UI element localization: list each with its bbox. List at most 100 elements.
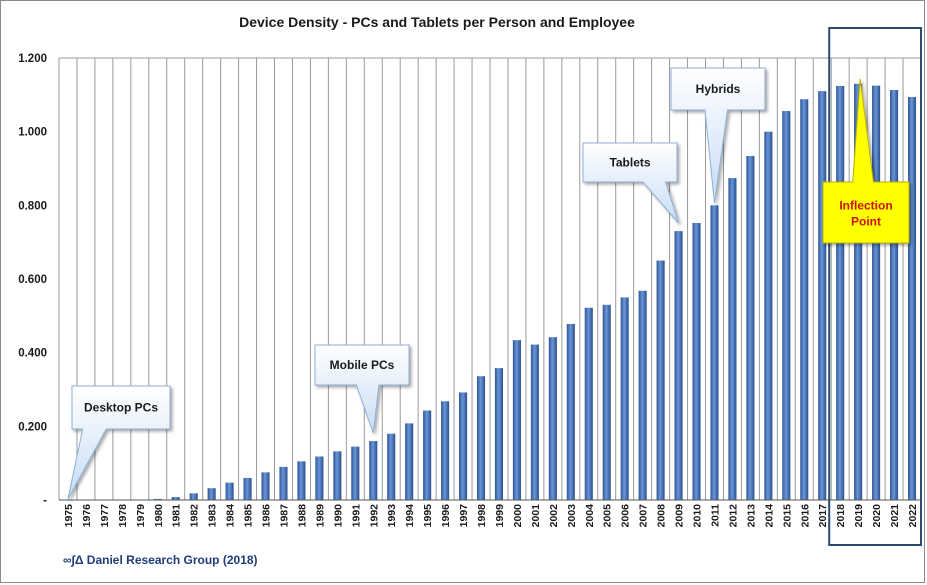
x-tick-label: 1989 <box>314 504 326 528</box>
x-tick-label: 2016 <box>799 504 811 528</box>
bar-1999 <box>494 368 504 500</box>
bars <box>153 83 917 501</box>
y-tick-label: 0.200 <box>18 421 47 433</box>
bar-2007 <box>638 290 647 500</box>
x-tick-label: 2018 <box>835 504 847 528</box>
bar-2019 <box>854 83 863 501</box>
bar-2000 <box>512 340 521 500</box>
x-tick-label: 1976 <box>81 504 93 528</box>
y-tick-label: 0.600 <box>18 274 47 286</box>
x-tick-label: 2022 <box>907 504 919 528</box>
x-tick-label: 1995 <box>422 504 434 528</box>
x-tick-label: 1982 <box>189 504 201 528</box>
x-tick-label: 1980 <box>153 504 165 528</box>
source-credit: ∞∫Δ Daniel Research Group (2018) <box>63 553 258 567</box>
callout-shape <box>314 344 410 434</box>
bar-2011 <box>710 205 719 501</box>
callout-label: Mobile PCs <box>330 358 395 372</box>
bar-1986 <box>261 472 270 500</box>
x-axis-ticks: 1975 1976 1977 1978 1979 1980 1981 1982 1983 1984… <box>63 504 919 528</box>
bar-1987 <box>279 466 288 500</box>
bar-1982 <box>189 493 198 500</box>
callout-label: Tablets <box>609 156 650 170</box>
y-tick-label: 1.000 <box>18 127 47 139</box>
bar-2018 <box>836 85 845 500</box>
bar-1998 <box>476 376 486 500</box>
x-tick-label: 1992 <box>368 504 380 528</box>
bar-1991 <box>351 446 360 500</box>
x-tick-label: 2011 <box>709 504 721 527</box>
x-tick-label: 1981 <box>171 504 183 528</box>
callout-inflection-point: Inflection Point <box>839 199 892 229</box>
bar-2015 <box>782 111 791 500</box>
bar-1985 <box>243 477 252 500</box>
y-tick-label: 0.800 <box>18 200 47 212</box>
x-tick-label: 2000 <box>512 504 524 528</box>
bar-1989 <box>315 456 324 500</box>
x-tick-label: 2002 <box>548 504 560 528</box>
x-tick-label: 1986 <box>261 504 273 528</box>
chart-title: Device Density - PCs and Tablets per Per… <box>239 14 635 30</box>
x-tick-label: 1985 <box>243 504 255 528</box>
bar-2017 <box>818 91 827 501</box>
bar-2022 <box>907 97 917 500</box>
x-tick-label: 2003 <box>566 504 578 528</box>
x-tick-label: 2019 <box>853 504 865 528</box>
bar-2001 <box>530 344 539 500</box>
x-tick-label: 1993 <box>386 504 398 528</box>
bar-1992 <box>369 441 378 500</box>
x-tick-label: 2014 <box>763 504 775 528</box>
bar-1988 <box>297 461 306 500</box>
bar-2008 <box>656 260 665 500</box>
x-tick-label: 2021 <box>889 504 901 528</box>
y-axis-ticks: - 0.200 0.400 0.600 0.800 1.000 1.200 <box>18 53 47 507</box>
x-tick-label: 1987 <box>278 504 290 528</box>
bar-1984 <box>225 482 234 500</box>
bar-2016 <box>800 99 809 501</box>
bar-1996 <box>441 401 450 500</box>
bar-2021 <box>890 90 899 501</box>
x-tick-label: 1998 <box>476 504 488 528</box>
bar-1995 <box>423 410 432 500</box>
x-tick-label: 2005 <box>602 504 614 528</box>
bar-1994 <box>405 423 414 500</box>
x-tick-label: 1983 <box>207 504 219 528</box>
x-tick-label: 2017 <box>817 504 829 528</box>
x-tick-label: 1996 <box>440 504 452 528</box>
bar-1981 <box>171 497 180 500</box>
grid-lines <box>58 57 922 500</box>
bar-2006 <box>620 297 629 500</box>
y-tick-label: 0.400 <box>18 348 47 360</box>
x-tick-label: 1975 <box>63 504 75 528</box>
bar-2005 <box>602 304 611 500</box>
bar-1993 <box>387 433 396 500</box>
x-tick-label: 2007 <box>638 504 650 528</box>
x-tick-label: 1994 <box>404 504 416 528</box>
y-tick-label: 1.200 <box>18 53 47 65</box>
callout-label: Desktop PCs <box>84 401 158 415</box>
bar-2020 <box>872 85 881 500</box>
x-tick-label: 2015 <box>781 504 793 528</box>
bar-2012 <box>728 178 737 500</box>
highlight-box <box>828 27 922 546</box>
x-tick-label: 2009 <box>674 504 686 528</box>
x-tick-label: 2010 <box>692 504 704 528</box>
x-tick-label: 1991 <box>350 504 362 528</box>
bar-2002 <box>548 337 557 500</box>
x-tick-label: 2001 <box>530 504 542 528</box>
callout-shape <box>670 67 766 204</box>
y-tick-label: - <box>43 495 47 507</box>
callout-label: Hybrids <box>696 82 741 96</box>
x-tick-label: 2008 <box>656 504 668 528</box>
x-tick-label: 1990 <box>332 504 344 528</box>
callout-shape <box>67 385 171 500</box>
bar-1990 <box>333 451 342 500</box>
x-tick-label: 1988 <box>296 504 308 528</box>
callout-shape <box>582 142 680 224</box>
bar-2010 <box>692 223 701 500</box>
x-tick-label: 2006 <box>620 504 632 528</box>
x-tick-label: 2004 <box>584 504 596 528</box>
x-tick-label: 1984 <box>225 504 237 528</box>
bar-2009 <box>674 231 683 500</box>
